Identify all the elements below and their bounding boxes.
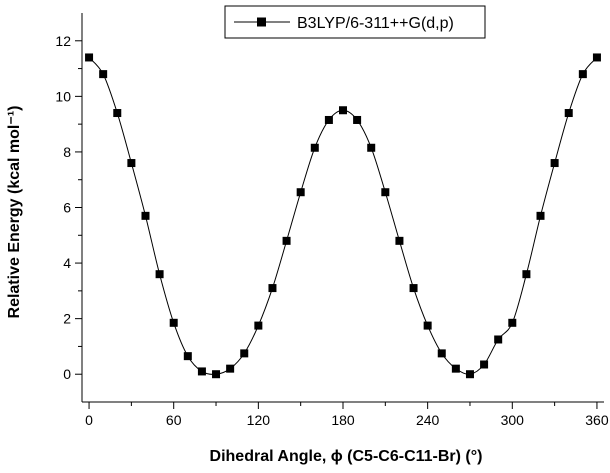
data-point-marker — [113, 109, 122, 118]
data-point-marker — [409, 284, 418, 293]
data-point-marker — [522, 270, 531, 279]
data-point-marker — [226, 364, 235, 373]
axes-layer: 0 60 120 180 240 300 360 0 2 4 6 8 10 12 — [55, 13, 609, 428]
data-point-marker — [296, 188, 305, 197]
x-axis-label: Dihedral Angle, ϕ (C5-C6-C11-Br) (°) — [210, 448, 483, 465]
data-point-marker — [480, 360, 489, 369]
data-point-marker — [310, 143, 319, 152]
data-point-marker — [367, 143, 376, 152]
data-point-marker — [578, 70, 587, 79]
legend: B3LYP/6-311++G(d,p) — [224, 5, 486, 39]
marker-layer — [85, 53, 601, 379]
data-point-marker — [99, 70, 108, 79]
data-point-marker — [508, 318, 517, 327]
y-tick-label: 4 — [63, 255, 71, 271]
x-tick-label: 120 — [247, 412, 271, 428]
data-point-marker — [282, 236, 291, 245]
data-point-marker — [494, 335, 503, 344]
data-point-marker — [592, 53, 601, 62]
data-point-marker — [212, 370, 221, 379]
x-tick-label: 300 — [501, 412, 525, 428]
data-point-marker — [437, 349, 446, 358]
data-point-marker — [451, 364, 460, 373]
data-point-marker — [353, 115, 362, 124]
y-tick-label: 8 — [63, 144, 71, 160]
data-point-marker — [465, 370, 474, 379]
y-tick-label: 12 — [55, 33, 71, 49]
y-tick-label: 0 — [63, 366, 71, 382]
data-point-marker — [381, 188, 390, 197]
x-tick-label: 0 — [85, 412, 93, 428]
x-tick-label: 180 — [331, 412, 355, 428]
data-point-marker — [240, 349, 249, 358]
series-line — [88, 57, 598, 375]
legend-entry-label: B3LYP/6-311++G(d,p) — [297, 15, 454, 32]
data-point-marker — [324, 115, 333, 124]
y-tick-label: 10 — [55, 88, 71, 104]
x-tick-label: 360 — [585, 412, 609, 428]
data-point-marker — [395, 236, 404, 245]
y-tick-label: 6 — [63, 200, 71, 216]
data-point-marker — [550, 159, 559, 168]
data-point-marker — [169, 318, 178, 327]
curve-layer — [88, 57, 598, 375]
data-point-marker — [197, 367, 206, 376]
legend-marker-square — [257, 17, 266, 27]
x-tick-label: 60 — [166, 412, 182, 428]
y-tick-label: 2 — [63, 311, 71, 327]
data-point-marker — [127, 159, 136, 168]
data-point-marker — [155, 270, 164, 279]
data-point-marker — [254, 321, 263, 330]
data-point-marker — [423, 321, 432, 330]
x-tick-label: 240 — [416, 412, 440, 428]
data-point-marker — [339, 106, 347, 115]
data-point-marker — [564, 109, 573, 118]
data-point-marker — [141, 211, 150, 220]
data-point-marker — [268, 284, 277, 293]
data-point-marker — [183, 352, 192, 361]
data-point-marker — [536, 211, 545, 220]
data-point-marker — [85, 53, 94, 62]
y-axis-label: Relative Energy (kcal mol⁻¹) — [6, 106, 23, 319]
